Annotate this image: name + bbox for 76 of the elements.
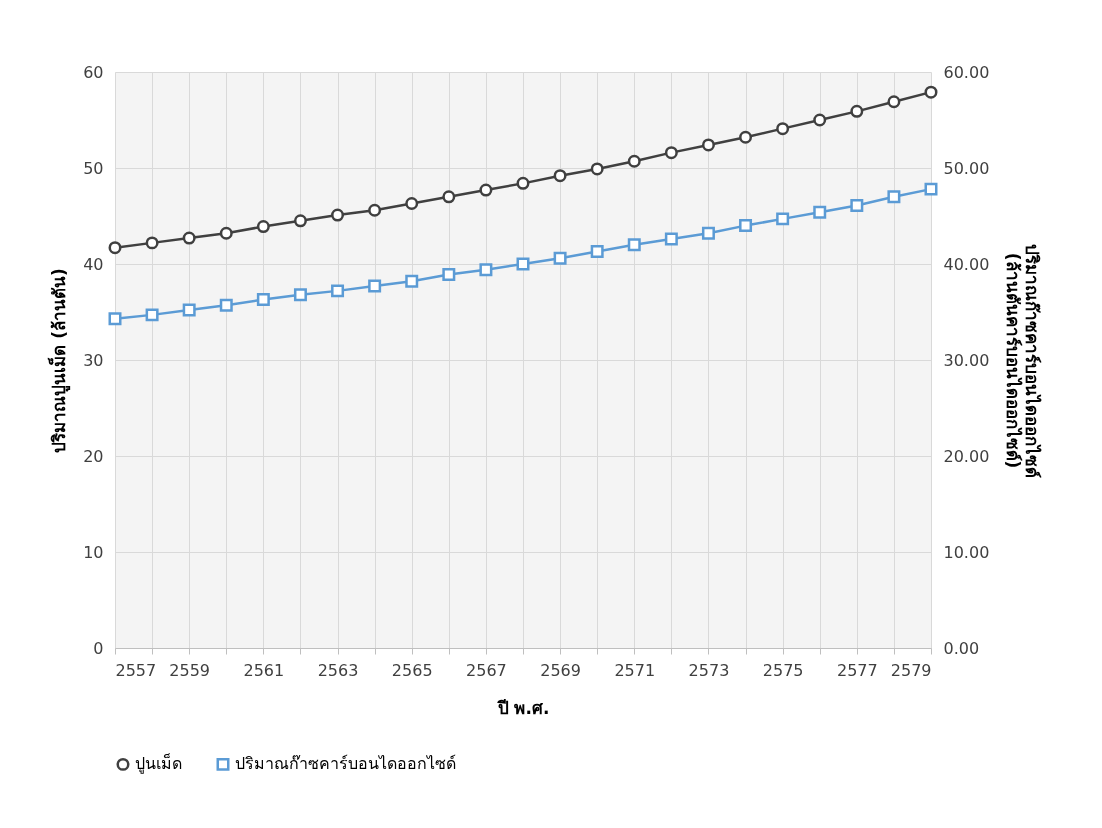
point (813, 113, 827, 127)
point (331, 208, 345, 222)
y2-axis-title: ปริมาณก๊าซคาร์บอนไดออกไซด์ (ล้านตันคาร์บอนไดออกไซด์) (1003, 243, 1043, 478)
point (516, 176, 530, 190)
legend-label: ปริมาณก๊าซคาร์บอนไดออกไซด์ (235, 754, 456, 774)
point (442, 190, 456, 204)
x-tick-label: 2565 (391, 660, 433, 680)
point (405, 197, 419, 210)
y2-tick-label: 20.00 (943, 446, 990, 466)
point (219, 226, 233, 240)
point (368, 203, 382, 217)
point (739, 130, 753, 144)
point (182, 231, 196, 245)
point (924, 85, 938, 99)
y2-tick-label: 40.00 (943, 254, 990, 274)
point (331, 284, 345, 298)
x-tick-label: 2567 (466, 660, 507, 680)
x-tick-label: 2563 (317, 660, 359, 680)
point (776, 122, 790, 136)
y-tick-label: 50 (83, 158, 104, 178)
x-tick-label: 2561 (243, 660, 285, 680)
point (850, 198, 864, 212)
point (627, 154, 641, 168)
y2-tick-label: 50.00 (943, 158, 990, 178)
point (293, 288, 307, 302)
point (664, 232, 678, 246)
x-tick-label: 2573 (688, 660, 730, 680)
point (776, 212, 790, 226)
y2-tick-label: 30.00 (943, 350, 990, 370)
point (627, 238, 641, 252)
point (219, 298, 233, 312)
point (850, 104, 864, 118)
point (664, 146, 678, 160)
point (256, 293, 270, 307)
point (256, 220, 270, 234)
x-tick-label: 2575 (762, 660, 804, 680)
x-tick-label: 2559 (169, 660, 211, 680)
point (108, 241, 122, 255)
point (182, 303, 196, 317)
y2-tick-label: 0.00 (943, 638, 980, 658)
x-tick-label: 2577 (836, 660, 878, 680)
y2-tick-label: 10.00 (943, 542, 990, 562)
point (924, 182, 938, 196)
point (405, 274, 419, 288)
point (442, 268, 456, 282)
legend-label: ปูนเม็ด (135, 753, 182, 775)
y-tick-label: 60 (83, 62, 104, 82)
point (887, 95, 901, 109)
x-tick-label: 2571 (614, 660, 656, 680)
x-axis-title: ปี พ.ศ. (496, 697, 550, 718)
point (553, 169, 567, 183)
x-tick-label: 2557 (115, 660, 157, 680)
y-tick-label: 30 (83, 350, 104, 370)
y2-tick-label: 60.00 (943, 62, 990, 82)
point (479, 263, 493, 277)
point (145, 236, 159, 250)
point (108, 312, 122, 326)
point (590, 245, 604, 259)
y-tick-label: 0 (93, 638, 104, 658)
point (145, 308, 159, 322)
point (739, 219, 753, 233)
point (701, 138, 715, 152)
point (479, 183, 493, 197)
x-tick-label: 2569 (540, 660, 581, 680)
y-axis-title: ปริมาณปูนเม็ด (ล้านตัน) (47, 268, 72, 453)
x-tick-label: 2579 (890, 660, 932, 680)
y-tick-label: 40 (83, 254, 104, 274)
point (813, 205, 827, 219)
point (887, 190, 901, 204)
point (293, 214, 307, 228)
point (590, 162, 604, 176)
point (368, 279, 382, 293)
point (701, 226, 715, 240)
y-tick-label: 10 (83, 542, 104, 562)
y-tick-label: 20 (83, 446, 104, 466)
point (553, 251, 567, 265)
